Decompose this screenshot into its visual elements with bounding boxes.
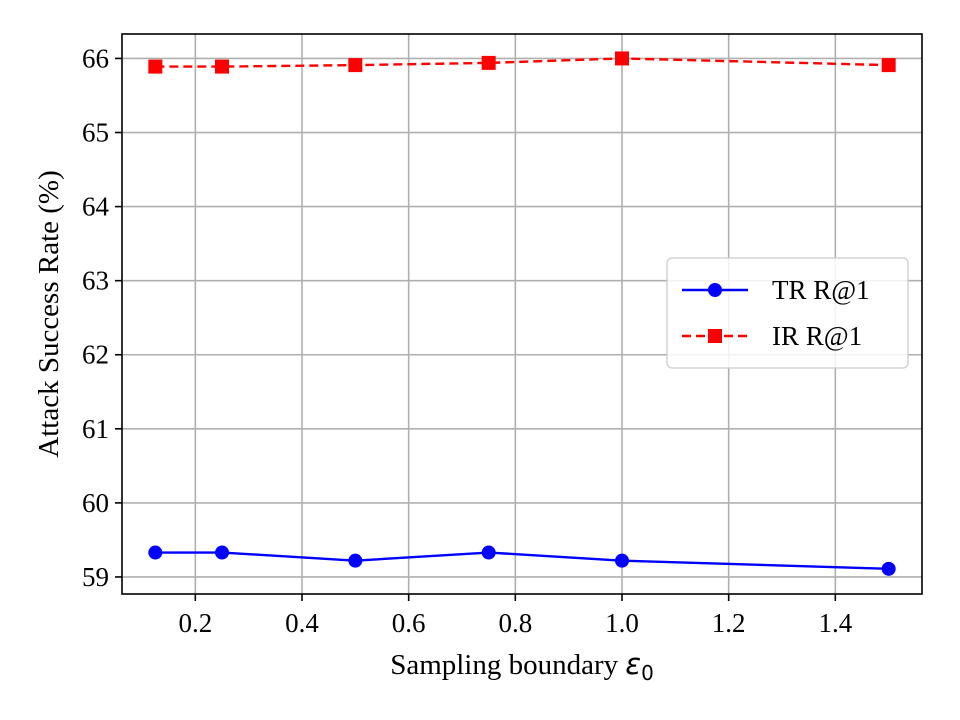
data-point-ir-r-1 xyxy=(481,55,496,70)
legend-ir-label: IR R@1 xyxy=(772,321,862,351)
x-tick-label: 1.4 xyxy=(818,608,852,638)
data-point-tr-r-1 xyxy=(148,545,163,560)
legend-box xyxy=(666,257,909,369)
data-point-ir-r-1 xyxy=(615,51,629,66)
legend-tr-label: TR R@1 xyxy=(772,275,870,305)
x-tick-label: 0.6 xyxy=(392,608,426,638)
y-tick-label: 59 xyxy=(82,562,109,592)
data-point-tr-r-1 xyxy=(348,553,363,568)
legend: TR R@1 IR R@1 xyxy=(666,257,909,369)
data-point-ir-r-1 xyxy=(881,58,896,73)
y-tick-label: 63 xyxy=(82,266,109,296)
x-axis-label: Sampling boundary ε0 xyxy=(390,647,654,685)
x-tick-label: 0.2 xyxy=(178,608,212,638)
data-point-tr-r-1 xyxy=(881,561,896,576)
axis-ticks: 0.2 0.4 0.6 0.8 1.0 1.2 1.4 59 60 61 62 63 64 65 66 xyxy=(82,43,853,638)
data-point-tr-r-1 xyxy=(615,553,629,568)
legend-ir-marker xyxy=(708,329,722,343)
legend-tr-marker xyxy=(708,283,722,297)
series-line-tr-r-1 xyxy=(155,551,889,571)
data-point-ir-r-1 xyxy=(348,58,363,73)
y-tick-label: 60 xyxy=(82,488,109,518)
x-tick-label: 1.0 xyxy=(605,608,639,638)
y-tick-label: 62 xyxy=(82,340,109,370)
y-tick-label: 66 xyxy=(82,43,109,73)
data-point-tr-r-1 xyxy=(215,545,229,560)
x-tick-label: 1.2 xyxy=(712,608,746,638)
y-tick-label: 65 xyxy=(82,118,109,148)
y-axis-label: Attack Success Rate (%) xyxy=(33,170,65,457)
x-tick-label: 0.8 xyxy=(498,608,532,638)
data-series xyxy=(148,51,896,576)
plot-frame xyxy=(121,33,923,595)
series-line-ir-r-1 xyxy=(155,57,889,68)
data-point-tr-r-1 xyxy=(481,545,496,560)
y-tick-label: 64 xyxy=(82,192,110,222)
y-tick-label: 61 xyxy=(82,414,109,444)
data-point-ir-r-1 xyxy=(215,59,229,74)
x-tick-label: 0.4 xyxy=(285,608,319,638)
data-point-ir-r-1 xyxy=(148,59,163,74)
